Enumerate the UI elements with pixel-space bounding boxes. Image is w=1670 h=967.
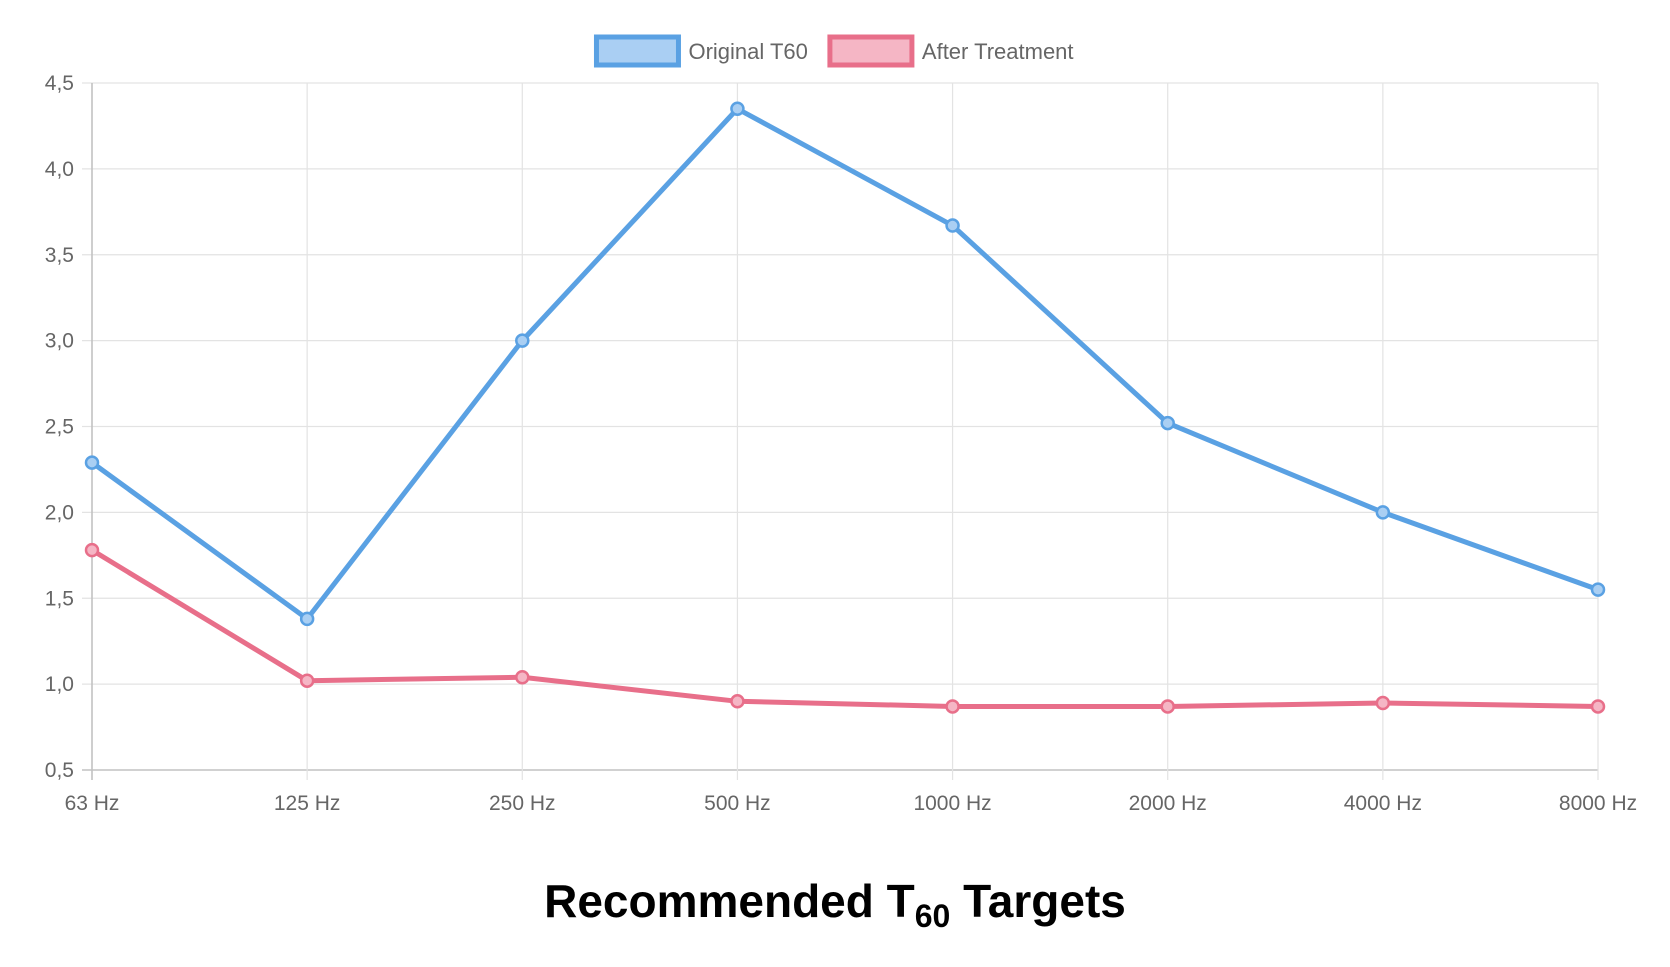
legend[interactable]: Original T60 After Treatment: [593, 34, 1074, 68]
data-point-after-treatment[interactable]: [945, 699, 960, 714]
y-tick-label: 2,5: [45, 416, 74, 439]
data-point-after-treatment[interactable]: [515, 670, 530, 685]
series-line-original-t60: [89, 106, 1601, 622]
data-point-after-treatment[interactable]: [299, 673, 315, 688]
legend-item-original-t60[interactable]: Original T60: [593, 34, 808, 68]
data-point-original-t60[interactable]: [1160, 415, 1175, 431]
series-line-after-treatment: [89, 547, 1601, 709]
legend-item-after-treatment[interactable]: After Treatment: [827, 34, 1074, 68]
grid: [82, 82, 1599, 780]
x-tick-label: 125 Hz: [274, 792, 341, 815]
y-tick-label: 3,5: [45, 244, 74, 267]
series: [84, 101, 1606, 714]
data-point-original-t60[interactable]: [945, 218, 960, 233]
data-point-after-treatment[interactable]: [84, 542, 100, 558]
data-point-original-t60[interactable]: [515, 333, 530, 348]
x-tick-label: 4000 Hz: [1344, 792, 1422, 815]
x-tick-label: 250 Hz: [489, 792, 556, 815]
data-point-after-treatment[interactable]: [1375, 695, 1391, 711]
axes: 0,5 1,0 1,5 2,0 2,5 3,0 3,5 4,0 4,5 63 Hz 125 Hz 25…: [45, 72, 1637, 815]
chart-title-end: Targets: [950, 875, 1126, 927]
x-tick-label: 2000 Hz: [1129, 792, 1207, 815]
y-tick-label: 0,5: [45, 759, 74, 782]
data-point-after-treatment[interactable]: [1160, 699, 1175, 714]
data-point-after-treatment[interactable]: [730, 694, 745, 709]
data-point-original-t60[interactable]: [84, 455, 100, 470]
legend-swatch: [827, 34, 915, 68]
data-point-original-t60[interactable]: [730, 101, 745, 117]
legend-label: Original T60: [688, 39, 807, 64]
data-point-original-t60[interactable]: [1590, 582, 1606, 597]
data-point-after-treatment[interactable]: [1590, 699, 1606, 714]
x-tick-label: 500 Hz: [704, 792, 771, 815]
chart-title: Recommended T60 Targets: [0, 878, 1670, 932]
y-tick-label: 4,5: [45, 72, 74, 95]
legend-label: After Treatment: [922, 39, 1074, 64]
legend-swatch: [593, 34, 681, 68]
x-tick-label: 63 Hz: [65, 792, 120, 815]
chart-title-subscript: 60: [914, 898, 951, 934]
y-tick-label: 1,5: [45, 587, 74, 610]
chart-title-main: Recommended T: [544, 875, 915, 927]
data-point-original-t60[interactable]: [1375, 505, 1391, 520]
data-point-original-t60[interactable]: [299, 611, 315, 627]
y-tick-label: 4,0: [45, 158, 74, 181]
y-tick-label: 1,0: [45, 673, 74, 696]
y-tick-label: 2,0: [45, 501, 74, 524]
x-tick-label: 1000 Hz: [913, 792, 991, 815]
x-tick-label: 8000 Hz: [1559, 792, 1637, 815]
y-tick-label: 3,0: [45, 330, 74, 353]
